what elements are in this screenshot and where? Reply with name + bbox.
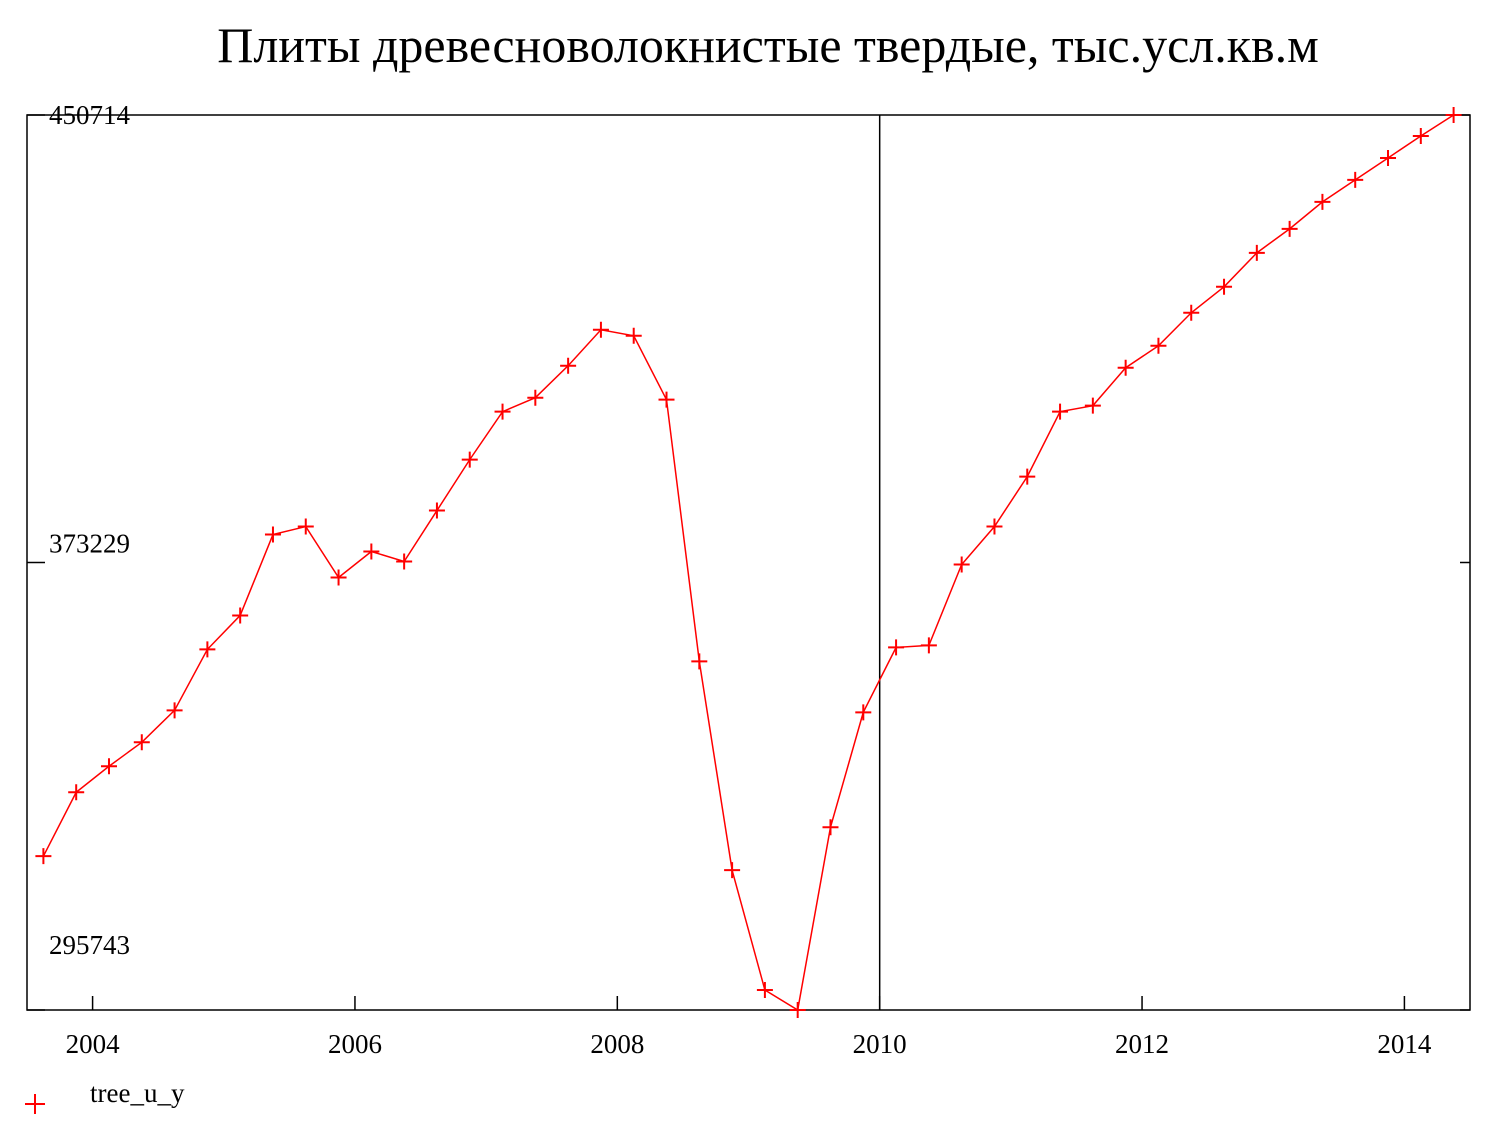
- data-point: [1084, 397, 1101, 414]
- data-point: [1216, 278, 1233, 295]
- y-tick-label: 295743: [49, 930, 130, 960]
- data-point: [297, 518, 314, 535]
- legend-label: tree_u_y: [90, 1078, 185, 1108]
- chart-title: Плиты древесноволокнистые твердые, тыс.у…: [217, 17, 1319, 73]
- data-point: [494, 403, 511, 420]
- data-point: [822, 819, 839, 836]
- x-tick-label: 2008: [590, 1029, 644, 1059]
- series-line: [42, 114, 1455, 1012]
- data-point: [1248, 244, 1265, 261]
- data-point: [592, 321, 609, 338]
- data-point: [264, 526, 281, 543]
- y-tick-label: 373229: [49, 528, 130, 558]
- x-tick-label: 2006: [328, 1029, 382, 1059]
- data-point: [658, 391, 675, 408]
- x-tick-label: 2012: [1115, 1029, 1169, 1059]
- data-point: [1347, 171, 1364, 188]
- x-tick-label: 2010: [853, 1029, 907, 1059]
- data-point: [625, 327, 642, 344]
- data-point: [1314, 193, 1331, 210]
- data-point: [724, 862, 741, 879]
- data-point: [232, 607, 249, 624]
- data-point: [1150, 337, 1167, 354]
- data-point: [527, 389, 544, 406]
- data-point: [888, 639, 905, 656]
- data-point: [396, 553, 413, 570]
- data-point: [986, 518, 1003, 535]
- x-tick-label: 2014: [1377, 1029, 1432, 1059]
- data-point: [35, 848, 52, 865]
- data-point: [691, 653, 708, 670]
- data-point: [461, 451, 478, 468]
- y-tick-label: 450714: [49, 100, 131, 130]
- legend-marker: [25, 1094, 45, 1114]
- data-point: [789, 1002, 806, 1018]
- data-point: [199, 641, 216, 658]
- data-point: [1183, 304, 1200, 321]
- data-point: [855, 704, 872, 721]
- data-point: [166, 702, 183, 719]
- data-point: [330, 569, 347, 586]
- data-point: [1019, 468, 1036, 485]
- x-tick-label: 2004: [66, 1029, 121, 1059]
- data-point: [1281, 220, 1298, 237]
- data-point: [1445, 107, 1462, 123]
- data-point: [1412, 127, 1429, 144]
- data-point: [133, 734, 150, 751]
- data-point: [756, 982, 773, 999]
- data-point: [953, 556, 970, 573]
- plot-frame: [26, 114, 1471, 1011]
- data-point: [920, 637, 937, 654]
- data-point: [68, 784, 85, 801]
- data-point: [1380, 149, 1397, 166]
- data-point: [428, 502, 445, 519]
- data-point: [1052, 403, 1069, 420]
- data-point: [560, 357, 577, 374]
- data-point: [100, 758, 117, 775]
- data-point: [363, 543, 380, 560]
- data-point: [1117, 359, 1134, 376]
